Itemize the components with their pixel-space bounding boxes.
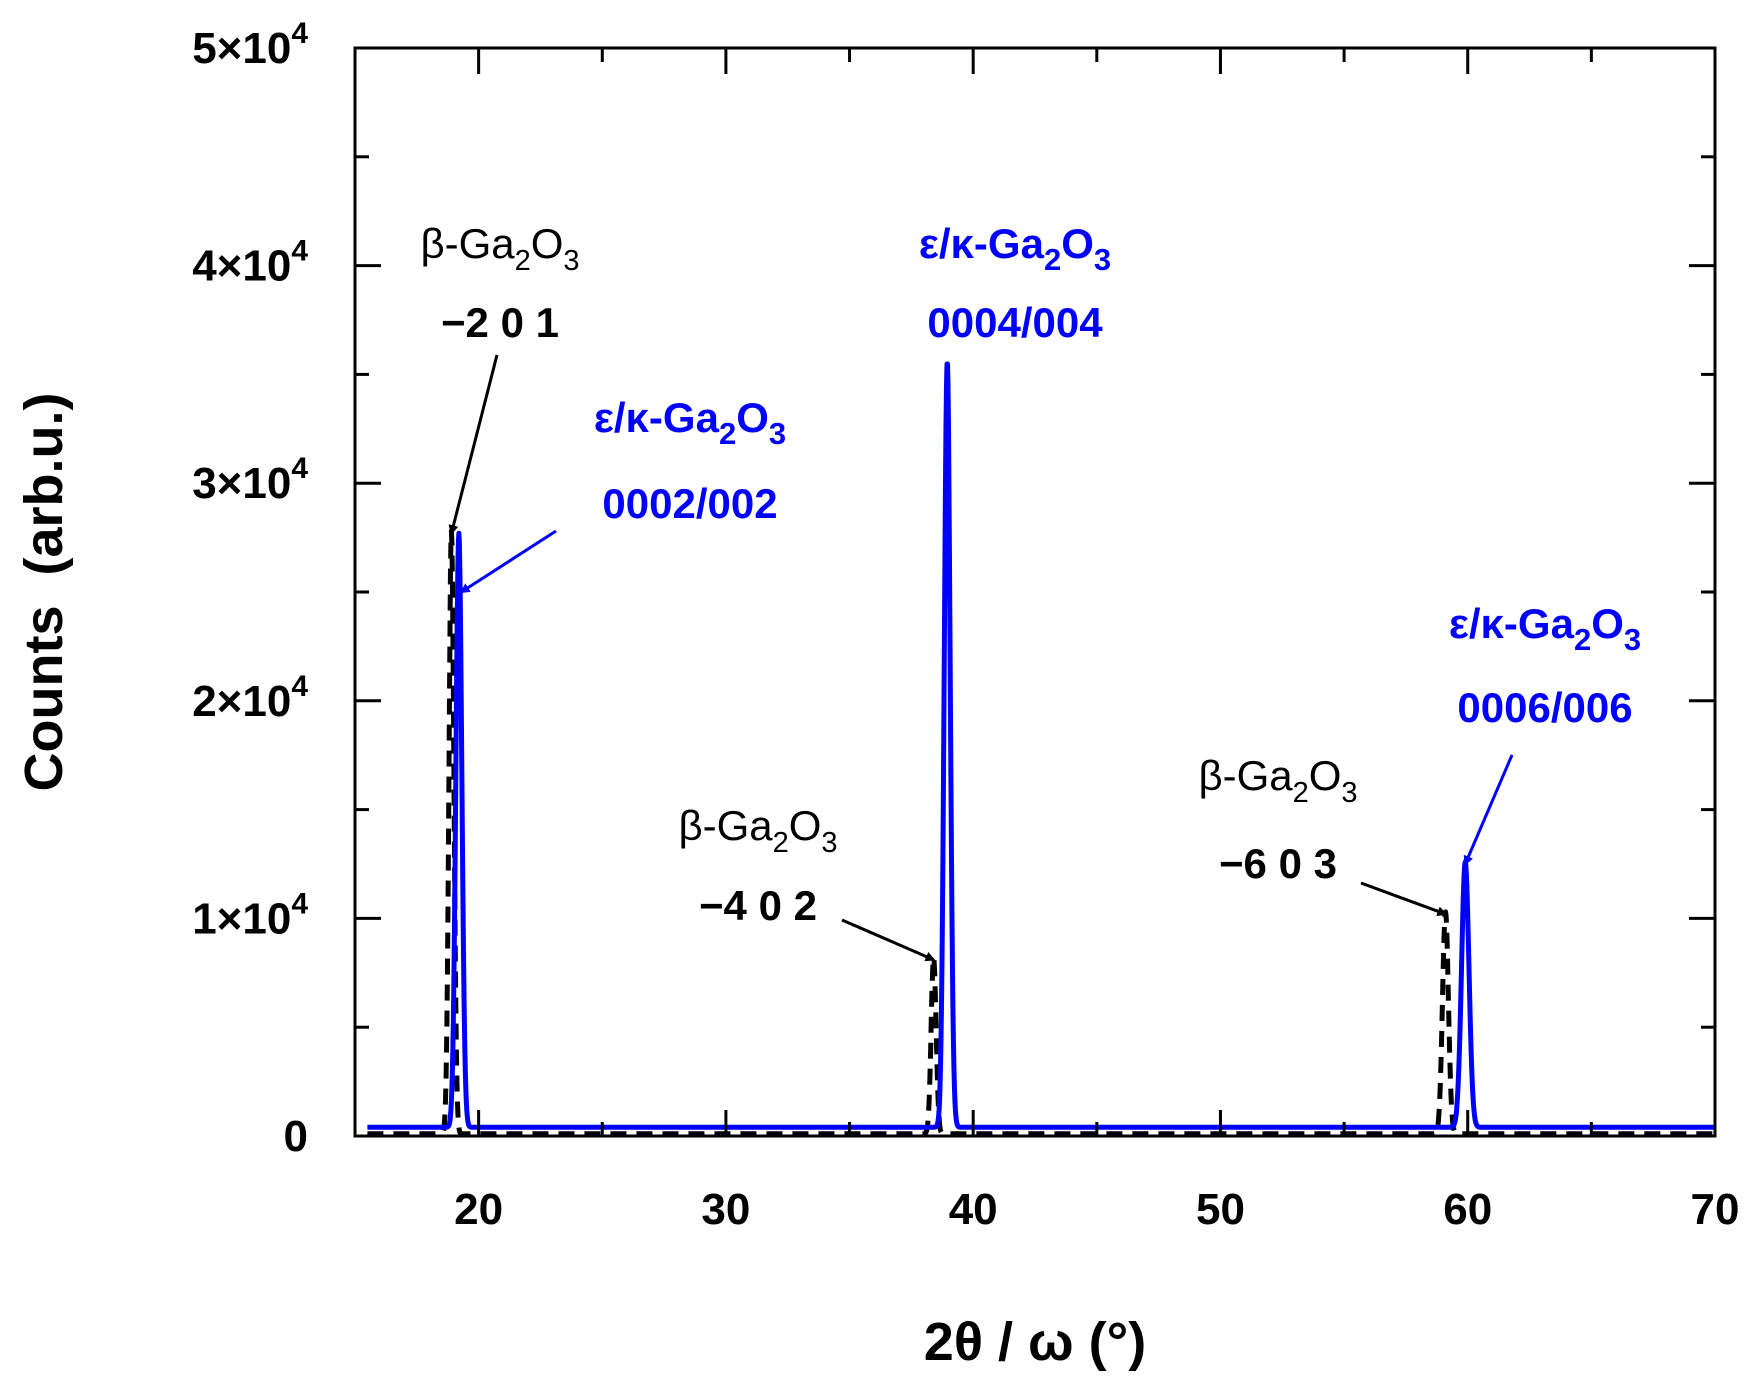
x-tick-label: 60 [1443,1185,1492,1234]
annotation-phase-label: ε/κ-Ga2O3 [1449,600,1641,657]
formula-subscript: 3 [563,245,579,277]
formula-subscript: 3 [1094,242,1111,277]
annotation-phase-label: β-Ga2O3 [678,802,837,859]
y-tick-label: 2×104 [192,670,308,726]
formula-text: ε/κ-Ga [919,220,1045,267]
formula-text: ε/κ-Ga [1449,600,1575,647]
annotation-reflection-label: 0004/004 [927,299,1103,346]
annotation-reflection-label: −6 0 3 [1219,840,1337,887]
formula-text: O [736,394,769,441]
y-tick-mantissa: 4×10 [192,242,291,291]
annotations-layer: β-Ga2O3−2 0 1ε/κ-Ga2O30002/002ε/κ-Ga2O30… [420,220,1641,962]
formula-subscript: 2 [515,245,531,277]
x-tick-label: 30 [701,1185,750,1234]
annotation-arrow [459,529,557,594]
y-tick-mantissa: 2×10 [192,677,291,726]
x-tick-label: 70 [1691,1185,1740,1234]
y-tick-mantissa: 5×10 [192,24,291,73]
formula-text: ε/κ-Ga [594,394,720,441]
y-axis-title: Counts (arb.u.) [14,393,74,792]
x-axis-ticks: 20 30 40 50 60 70 [353,48,1740,1234]
annotation-reflection-label: −2 0 1 [441,299,559,346]
y-tick-mantissa: 3×10 [192,459,291,508]
y-tick-label: 4×104 [192,235,308,291]
formula-text: O [1061,220,1094,267]
series-layer [365,361,1715,1136]
formula-text: O [789,802,822,849]
formula-text: O [531,220,564,267]
y-tick-label: 3×104 [192,452,308,508]
x-tick-label: 20 [454,1185,503,1234]
formula-subscript: 2 [1574,622,1591,657]
y-tick-exponent: 4 [291,670,308,703]
formula-subscript: 3 [1624,622,1641,657]
y-tick-label: 1×104 [192,887,308,943]
annotation-reflection-label: −4 0 2 [699,882,817,929]
formula-subscript: 2 [1044,242,1061,277]
annotation-eps-0004: ε/κ-Ga2O3 0004/004 [919,220,1111,346]
formula-subscript: 3 [821,827,837,859]
formula-text: O [1591,600,1624,647]
y-tick-mantissa: 0 [284,1112,308,1161]
annotation-beta-402: β-Ga2O3−4 0 2 [678,802,936,962]
annotation-phase-label: ε/κ-Ga2O3 [919,220,1111,277]
formula-subscript: 2 [1293,777,1309,809]
annotation-beta-201: β-Ga2O3−2 0 1 [420,220,580,536]
formula-subscript: 2 [719,416,736,451]
plot-frame [353,46,1717,1138]
series-line-2 [365,361,1715,1130]
annotation-arrow [1360,881,1448,916]
x-tick-label: 50 [1196,1185,1245,1234]
annotation-arrow [448,354,499,536]
y-tick-exponent: 4 [291,452,308,485]
annotation-phase-label: ε/κ-Ga2O3 [594,394,786,451]
y-tick-exponent: 4 [291,235,308,268]
formula-subscript: 3 [1341,777,1357,809]
y-tick-label: 0 [284,1112,308,1161]
annotation-phase-label: β-Ga2O3 [420,220,579,277]
annotation-reflection-label: 0002/002 [602,480,777,527]
formula-subscript: 2 [773,827,789,859]
annotation-eps-0002: ε/κ-Ga2O3 0002/002 [459,394,786,594]
annotation-reflection-label: 0006/006 [1457,684,1632,731]
y-tick-exponent: 4 [291,17,308,50]
annotation-beta-603: β-Ga2O3−6 0 3 [1198,752,1448,916]
annotation-eps-0006: ε/κ-Ga2O3 0006/006 [1449,600,1641,866]
formula-text: β-Ga [678,802,773,849]
series-line-1 [365,528,1715,1136]
formula-text: O [1309,752,1342,799]
y-tick-exponent: 4 [291,887,308,920]
y-tick-mantissa: 1×10 [192,894,291,943]
annotation-arrow [1463,754,1514,866]
y-tick-label: 5×104 [192,17,308,73]
annotation-arrow [841,918,936,962]
formula-subscript: 3 [769,416,786,451]
formula-text: β-Ga [420,220,515,267]
annotation-phase-label: β-Ga2O3 [1198,752,1357,809]
x-tick-label: 40 [949,1185,998,1234]
x-axis-title: 2θ / ω (°) [924,1312,1146,1372]
formula-text: β-Ga [1198,752,1293,799]
